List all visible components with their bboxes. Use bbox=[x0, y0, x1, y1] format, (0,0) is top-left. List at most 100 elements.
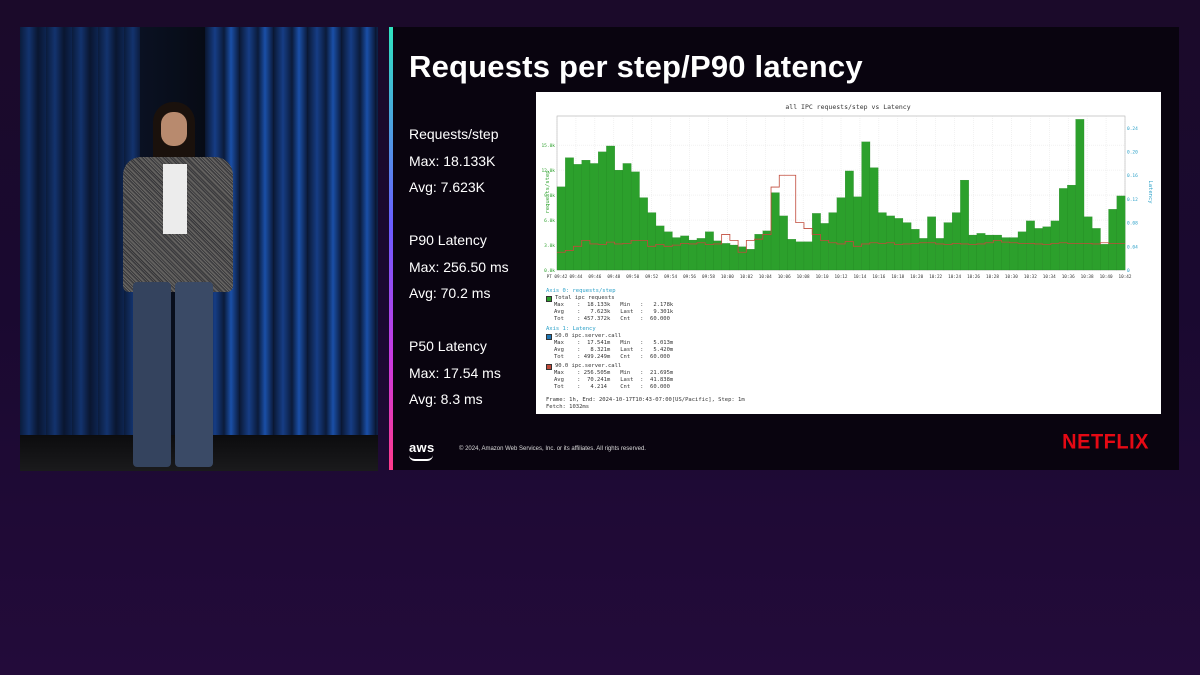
stat-max: Max: 256.50 ms bbox=[409, 258, 509, 275]
left-tick-label: 0.0k bbox=[544, 268, 555, 274]
x-tick-label: PT 09:42 bbox=[547, 274, 568, 280]
legend-stat-row: Max : 18.133k Min : 2.178k bbox=[554, 302, 674, 308]
x-tick-label: 10:10 bbox=[816, 274, 829, 280]
x-tick-label: 10:24 bbox=[948, 274, 961, 280]
aws-smile-icon bbox=[409, 455, 433, 461]
right-tick-label: 0.20 bbox=[1127, 150, 1138, 156]
legend-swatch-blue bbox=[546, 333, 552, 340]
x-tick-label: 09:50 bbox=[626, 274, 639, 280]
stat-heading: P90 Latency bbox=[409, 232, 487, 248]
legend-frame-line: Frame: 1h, End: 2024-10-17T10:43-07:00[U… bbox=[546, 397, 745, 403]
requests-bar bbox=[721, 243, 731, 271]
right-tick-label: 0.08 bbox=[1127, 221, 1138, 227]
requests-bar bbox=[1017, 231, 1027, 271]
chart-panel: all IPC requests/step vs Latency request… bbox=[536, 92, 1161, 414]
requests-bar bbox=[845, 170, 854, 271]
requests-bar bbox=[984, 234, 994, 271]
requests-bar bbox=[1050, 220, 1060, 271]
requests-bar bbox=[688, 239, 698, 271]
left-tick-label: 9.0k bbox=[544, 193, 555, 199]
requests-bar bbox=[952, 212, 961, 271]
requests-bar bbox=[770, 192, 780, 271]
latency-chart: all IPC requests/step vs Latency request… bbox=[541, 103, 1153, 280]
x-tick-label: 09:52 bbox=[645, 274, 658, 280]
copyright-text: © 2024, Amazon Web Services, Inc. or its… bbox=[459, 446, 646, 452]
chart-legend: Axis 0: requests/step Total ipc requests… bbox=[546, 288, 1146, 411]
x-tick-label: 10:00 bbox=[721, 274, 734, 280]
requests-bar bbox=[573, 164, 582, 271]
x-tick-label: 09:56 bbox=[683, 274, 696, 280]
left-axis-label: requests/step bbox=[545, 170, 551, 213]
requests-bar bbox=[680, 235, 690, 271]
netflix-logo: NETFLIX bbox=[1062, 430, 1149, 454]
requests-bar bbox=[968, 234, 978, 271]
requests-bar bbox=[738, 246, 747, 271]
legend-stat-row: Tot : 499.249m Cnt : 60.000 bbox=[554, 354, 670, 360]
requests-bar bbox=[1116, 195, 1126, 271]
requests-bar bbox=[729, 244, 739, 271]
x-tick-label: 10:16 bbox=[872, 274, 885, 280]
right-tick-label: 0.24 bbox=[1127, 126, 1138, 132]
requests-bar bbox=[910, 229, 920, 271]
p90-latency-line bbox=[557, 174, 1125, 253]
requests-bar bbox=[812, 213, 821, 271]
stat-avg: Avg: 70.2 ms bbox=[409, 285, 491, 301]
requests-bar bbox=[795, 241, 805, 271]
speaker-video bbox=[20, 27, 378, 471]
legend-stat-row: Max : 256.505m Min : 21.695m bbox=[554, 370, 674, 376]
x-tick-label: 10:28 bbox=[986, 274, 999, 280]
requests-bar bbox=[622, 163, 632, 271]
chart-title: all IPC requests/step vs Latency bbox=[785, 103, 910, 111]
legend-series-p50: 50.0 ipc.server.call bbox=[546, 333, 1146, 340]
x-tick-label: 10:40 bbox=[1100, 274, 1113, 280]
requests-bar bbox=[1059, 188, 1068, 271]
requests-bar bbox=[943, 222, 953, 271]
requests-bar bbox=[779, 215, 788, 271]
requests-bar bbox=[828, 212, 838, 271]
requests-bar bbox=[960, 179, 969, 271]
requests-bar bbox=[1075, 119, 1085, 271]
presentation-slide: Requests per step/P90 latency Requests/s… bbox=[389, 27, 1179, 470]
requests-bar bbox=[589, 163, 599, 271]
x-tick-label: 10:06 bbox=[778, 274, 791, 280]
stat-heading: Requests/step bbox=[409, 126, 499, 142]
x-tick-label: 10:30 bbox=[1005, 274, 1018, 280]
x-tick-label: 10:08 bbox=[797, 274, 810, 280]
requests-bar bbox=[902, 222, 912, 271]
stage-curtain-left bbox=[20, 27, 140, 435]
legend-series-p90: 90.0 ipc.server.call bbox=[546, 363, 1146, 370]
requests-bar bbox=[1067, 184, 1076, 271]
requests-bar bbox=[614, 170, 624, 271]
right-tick-label: 0 bbox=[1127, 268, 1130, 274]
left-tick-label: 15.0k bbox=[541, 143, 555, 149]
legend-series-name: 50.0 ipc.server.call bbox=[555, 333, 622, 339]
requests-bar bbox=[1091, 228, 1101, 271]
slide-accent-bar bbox=[389, 27, 393, 470]
requests-bar bbox=[1026, 220, 1035, 271]
x-tick-label: 10:42 bbox=[1119, 274, 1132, 280]
stat-max: Max: 18.133K bbox=[409, 152, 496, 169]
right-tick-label: 0.04 bbox=[1127, 244, 1138, 250]
requests-bar bbox=[976, 233, 986, 271]
requests-bar bbox=[1108, 209, 1118, 271]
x-tick-label: 10:34 bbox=[1043, 274, 1056, 280]
speaker-figure bbox=[105, 102, 255, 471]
x-tick-label: 10:36 bbox=[1062, 274, 1075, 280]
x-tick-label: 09:48 bbox=[607, 274, 620, 280]
legend-swatch-red bbox=[546, 363, 552, 370]
requests-bar bbox=[836, 197, 846, 271]
requests-bar bbox=[713, 240, 722, 271]
x-tick-label: 10:12 bbox=[835, 274, 848, 280]
x-tick-label: 09:46 bbox=[588, 274, 601, 280]
requests-bar bbox=[803, 241, 813, 271]
requests-bar bbox=[598, 151, 607, 271]
legend-stat-row: Tot : 457.372k Cnt : 60.000 bbox=[554, 316, 670, 322]
x-tick-label: 10:32 bbox=[1024, 274, 1037, 280]
requests-bar bbox=[1034, 228, 1043, 271]
legend-stat-row: Max : 17.541m Min : 5.013m bbox=[554, 340, 674, 346]
requests-bar bbox=[663, 231, 673, 271]
requests-bar bbox=[927, 216, 936, 271]
legend-stat-row: Tot : 4.214 Cnt : 60.000 bbox=[554, 384, 670, 390]
stat-avg: Avg: 8.3 ms bbox=[409, 391, 483, 407]
requests-bar bbox=[787, 239, 797, 271]
